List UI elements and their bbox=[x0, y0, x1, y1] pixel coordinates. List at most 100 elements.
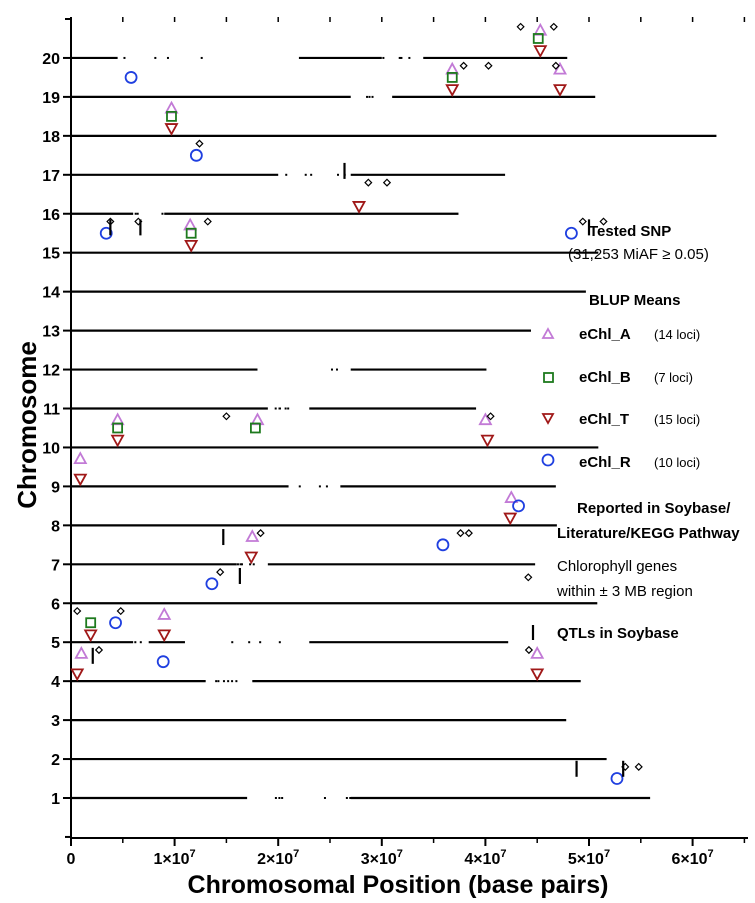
chlorophyll-gene-marker bbox=[364, 178, 373, 187]
snp-dot-chr19 bbox=[366, 95, 369, 98]
snp-dot-chr5 bbox=[134, 641, 137, 644]
snp-dot-chr20 bbox=[408, 56, 411, 59]
snp-dot-chr17 bbox=[285, 173, 288, 176]
legend-genes-line-1: Chlorophyll genes bbox=[557, 558, 677, 575]
legend-genes-line-2: within ± 3 MB region bbox=[556, 583, 693, 600]
snp-dot-chr9 bbox=[325, 485, 328, 488]
echl-r-marker bbox=[189, 148, 203, 162]
y-tick-label: 4 bbox=[51, 674, 60, 691]
snp-dot-chr7 bbox=[236, 563, 239, 566]
y-tick-label: 17 bbox=[42, 168, 60, 185]
snp-dot-chr1 bbox=[281, 797, 284, 799]
legend-echl-a-count: (14 loci) bbox=[654, 327, 700, 342]
echl-t-marker bbox=[73, 473, 88, 487]
chlorophyll-gene-marker bbox=[382, 178, 392, 187]
snp-dot-chr9 bbox=[298, 485, 301, 488]
legend-echl-a-name: eChl_A bbox=[579, 326, 631, 343]
chlorophyll-gene-marker bbox=[106, 217, 115, 226]
echl-t-marker bbox=[157, 629, 172, 643]
legend-tested-title: Tested SNP bbox=[589, 223, 671, 240]
echl-r-marker bbox=[564, 226, 578, 240]
y-tick-label: 12 bbox=[42, 363, 60, 380]
y-tick-label: 5 bbox=[51, 635, 60, 652]
chlorophyll-gene-marker bbox=[256, 529, 265, 538]
y-tick-label: 19 bbox=[42, 90, 60, 107]
y-tick-label: 6 bbox=[51, 596, 60, 613]
snp-dot-chr1 bbox=[274, 797, 277, 799]
echl-a-marker bbox=[552, 61, 568, 75]
echl-r-marker bbox=[205, 577, 219, 591]
snp-dot-chr11 bbox=[278, 407, 281, 410]
legend-echl-t-count: (15 loci) bbox=[654, 412, 700, 427]
legend-echl-r-count: (10 loci) bbox=[654, 455, 700, 470]
snp-dot-chr4 bbox=[215, 680, 218, 683]
legend-echl-r-marker bbox=[541, 453, 555, 467]
snp-dot-chr20 bbox=[400, 56, 403, 59]
legend-echl-a-marker bbox=[541, 327, 555, 339]
snp-dot-chr11 bbox=[274, 407, 277, 410]
snp-dot-chr4 bbox=[231, 680, 234, 683]
snp-dot-chr5 bbox=[231, 641, 234, 644]
legend-echl-b-count: (7 loci) bbox=[654, 370, 693, 385]
snp-dot-chr11 bbox=[287, 407, 290, 410]
axes-layer bbox=[70, 17, 748, 839]
x-tick-label: 5×107 bbox=[568, 848, 610, 868]
chlorophyll-gene-marker bbox=[578, 217, 587, 226]
echl-t-marker bbox=[351, 201, 367, 214]
chlorophyll-gene-marker bbox=[516, 22, 525, 31]
echl-r-marker bbox=[124, 71, 138, 84]
snp-dot-chr1 bbox=[323, 797, 326, 799]
snp-dot-chr12 bbox=[330, 368, 333, 371]
echl-a-marker bbox=[157, 607, 172, 620]
snp-dot-chr1 bbox=[278, 797, 281, 799]
x-axis-label: Chromosomal Position (base pairs) bbox=[188, 871, 609, 899]
y-tick-label: 7 bbox=[51, 557, 60, 574]
snp-dot-chr20 bbox=[398, 56, 401, 59]
echl-a-marker bbox=[74, 646, 89, 659]
snp-dot-chr4 bbox=[227, 680, 230, 683]
snp-dot-chr11 bbox=[284, 407, 287, 410]
snp-dot-chr7 bbox=[252, 563, 255, 566]
chlorophyll-gene-marker bbox=[116, 606, 125, 616]
echl-t-marker bbox=[184, 240, 199, 253]
snp-dot-chr7 bbox=[249, 563, 252, 566]
chlorophyll-gene-marker bbox=[464, 529, 473, 538]
chlorophyll-gene-marker bbox=[634, 762, 643, 771]
echl-t-marker bbox=[164, 123, 179, 136]
echl-r-marker bbox=[156, 655, 170, 669]
legend-tested-subtitle: (31,253 MiAF ≥ 0.05) bbox=[568, 246, 709, 263]
legend-echl-r-name: eChl_R bbox=[579, 454, 631, 471]
snp-dot-chr20 bbox=[166, 56, 169, 59]
legend-reported-title-1: Reported in Soybase/ bbox=[577, 500, 731, 517]
echl-a-marker bbox=[245, 529, 260, 542]
snp-dot-chr12 bbox=[335, 368, 338, 371]
x-tick-label: 2×107 bbox=[257, 848, 299, 868]
legend-reported-title-2: Literature/KEGG Pathway bbox=[557, 525, 740, 542]
echl-t-marker bbox=[530, 668, 545, 682]
snp-dot-chr19 bbox=[368, 95, 371, 98]
echl-t-marker bbox=[244, 551, 259, 565]
echl-b-marker bbox=[85, 617, 97, 629]
echl-b-marker bbox=[166, 110, 177, 122]
snp-dot-chr17 bbox=[337, 173, 340, 176]
snp-dot-chr16 bbox=[136, 212, 139, 215]
echl-r-marker bbox=[109, 616, 122, 630]
chlorophyll-gene-marker bbox=[524, 645, 534, 655]
snp-dot-chr16 bbox=[161, 212, 164, 215]
chlorophyll-gene-marker bbox=[456, 529, 465, 538]
snp-dot-chr20 bbox=[200, 56, 203, 59]
legend-gene-marker bbox=[524, 573, 533, 582]
y-tick-label: 18 bbox=[42, 129, 60, 146]
chlorophyll-gene-marker bbox=[73, 606, 82, 616]
y-tick-label: 13 bbox=[42, 324, 60, 341]
legend-blup-title: BLUP Means bbox=[589, 292, 680, 309]
echl-t-marker bbox=[445, 84, 460, 97]
chlorophyll-gene-marker bbox=[484, 61, 493, 70]
snp-dot-chr17 bbox=[310, 173, 313, 176]
y-tick-label: 10 bbox=[42, 440, 60, 457]
snp-dot-chr4 bbox=[222, 680, 225, 683]
snp-lines-layer bbox=[71, 56, 717, 800]
y-tick-label: 1 bbox=[51, 791, 60, 808]
legend-echl-t-name: eChl_T bbox=[579, 411, 629, 428]
